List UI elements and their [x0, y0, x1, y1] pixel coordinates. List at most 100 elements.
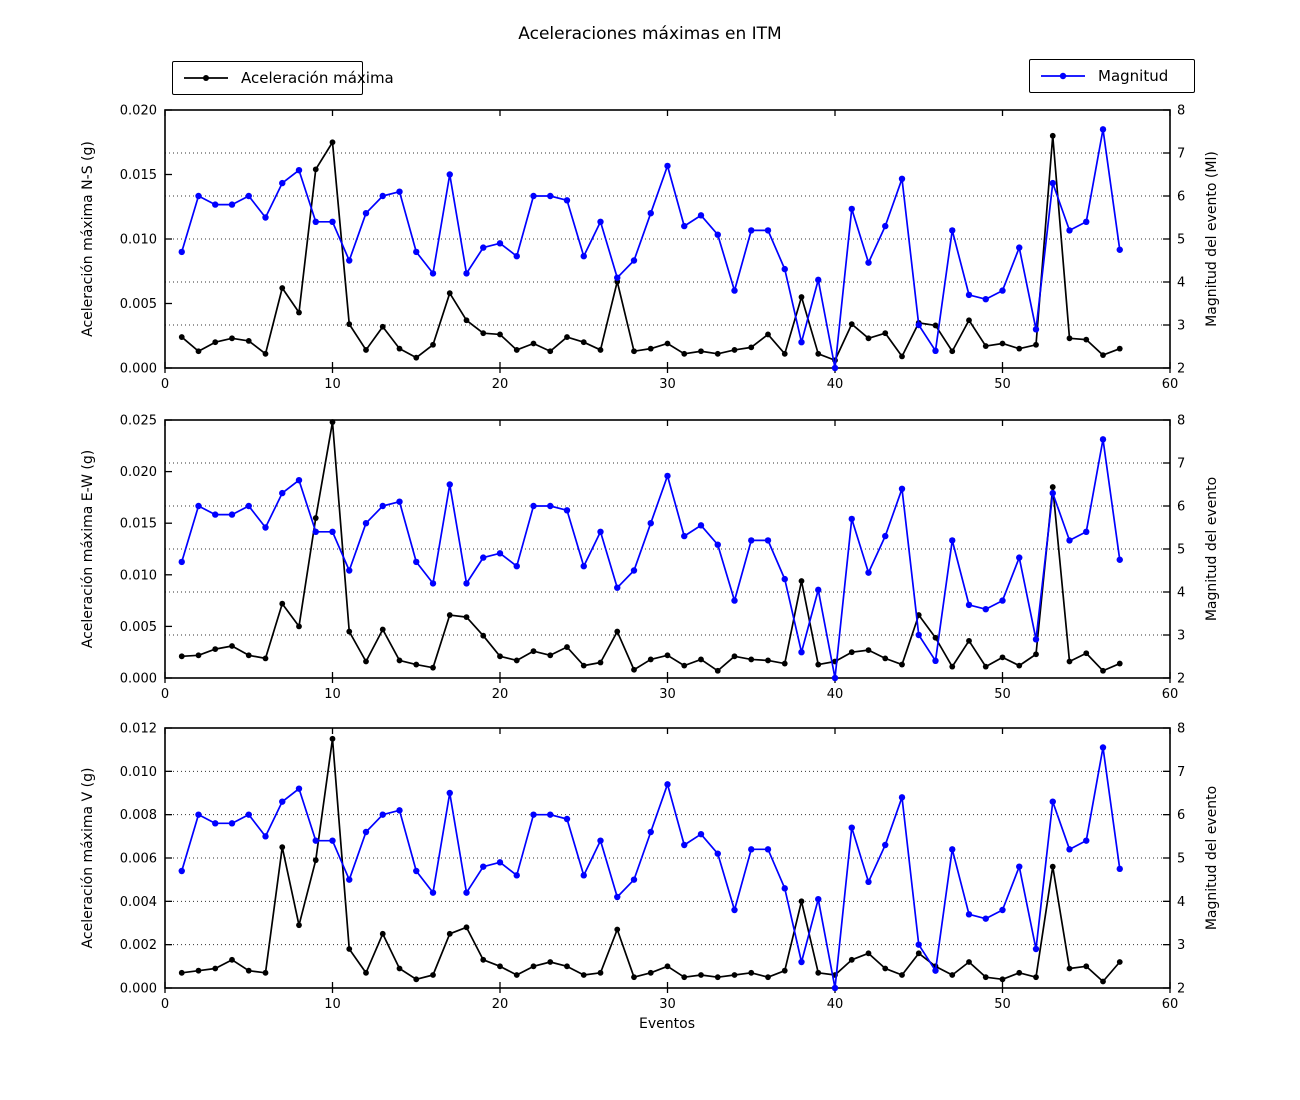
y-tick-label-right: 2	[1177, 982, 1185, 997]
ylabel-ns: Aceleración máxima N-S (g)	[80, 141, 96, 337]
y-tick-label-left: 0.000	[120, 982, 157, 997]
y-tick-label-right: 8	[1177, 722, 1185, 737]
acceleration-line	[181, 134, 1121, 362]
y-tick-label-right: 5	[1177, 233, 1185, 248]
legend-magnitude: Magnitud	[1029, 59, 1195, 93]
x-tick-label: 40	[827, 377, 844, 392]
acceleration-line	[181, 421, 1121, 672]
x-tick-label: 0	[161, 997, 169, 1012]
legend-magnitude-label: Magnitud	[1098, 67, 1169, 85]
x-tick-label: 10	[324, 997, 341, 1012]
subplot-1: 0 10 20 30 40 50 60 0.000 0.005 0.010 0.015 0.020 2 3…	[120, 104, 1186, 393]
y-tick-label-left: 0.025	[120, 414, 157, 429]
x-tick-label: 10	[324, 377, 341, 392]
x-tick-label: 20	[492, 377, 509, 392]
y-tick-label-left: 0.010	[120, 233, 157, 248]
y-tick-label-right: 3	[1177, 629, 1185, 644]
x-tick-label: 60	[1162, 997, 1179, 1012]
magnitude-markers	[178, 436, 1123, 682]
axis-ticks	[164, 419, 1171, 683]
y-tick-label-right: 8	[1177, 104, 1185, 119]
axis-ticks	[164, 109, 1171, 373]
y-tick-label-left: 0.000	[120, 362, 157, 377]
acceleration-markers	[178, 735, 1123, 985]
x-tick-label: 30	[659, 997, 676, 1012]
x-tick-label: 0	[161, 687, 169, 702]
y-tick-label-left: 0.012	[120, 722, 157, 737]
y-tick-label-right: 2	[1177, 672, 1185, 687]
y-tick-label-left: 0.020	[120, 465, 157, 480]
subplot-3: 0 10 20 30 40 50 60 0.000 0.002 0.004 0.006 0.008 0.…	[120, 722, 1186, 1013]
y-tick-label-left: 0.002	[120, 938, 157, 953]
acceleration-markers	[178, 419, 1123, 674]
magnitude-line	[180, 746, 1121, 989]
ylabel-right-v: Magnitud del evento	[1204, 785, 1220, 931]
tick-labels: 0 10 20 30 40 50 60 0.000 0.005 0.010 0.015 0.020 2 3…	[120, 104, 1186, 393]
magnitude-line-sample-icon	[1041, 72, 1085, 80]
y-tick-label-right: 6	[1177, 808, 1185, 823]
x-tick-label: 20	[492, 997, 509, 1012]
x-tick-label: 40	[827, 687, 844, 702]
y-tick-label-left: 0.008	[120, 808, 157, 823]
x-tick-label: 0	[161, 377, 169, 392]
figure-title: Aceleraciones máximas en ITM	[518, 24, 782, 44]
gridlines	[165, 152, 1170, 326]
y-tick-label-right: 4	[1177, 276, 1185, 291]
ylabel-v: Aceleración máxima V (g)	[80, 767, 96, 949]
y-tick-label-right: 6	[1177, 190, 1185, 205]
y-tick-label-right: 7	[1177, 457, 1185, 472]
y-tick-label-left: 0.000	[120, 672, 157, 687]
axis-ticks	[164, 727, 1171, 993]
y-tick-label-right: 8	[1177, 414, 1185, 429]
plot-frame	[164, 419, 1171, 679]
x-tick-label: 50	[994, 997, 1011, 1012]
legend-acceleration: Aceleración máxima	[172, 61, 394, 95]
x-tick-label: 10	[324, 687, 341, 702]
x-axis-label: Eventos	[639, 1016, 695, 1032]
x-tick-label: 20	[492, 687, 509, 702]
y-tick-label-left: 0.010	[120, 765, 157, 780]
y-tick-label-right: 4	[1177, 895, 1185, 910]
acceleration-line	[181, 737, 1121, 983]
legend-acceleration-label: Aceleración máxima	[241, 69, 394, 87]
x-tick-label: 50	[994, 687, 1011, 702]
x-tick-label: 60	[1162, 687, 1179, 702]
magnitude-markers	[178, 744, 1123, 992]
ylabel-ew: Aceleración máxima E-W (g)	[80, 449, 96, 649]
y-tick-label-left: 0.005	[120, 297, 157, 312]
acceleration-markers	[178, 132, 1123, 364]
y-tick-label-left: 0.015	[120, 168, 157, 183]
y-tick-label-left: 0.006	[120, 852, 157, 867]
x-tick-label: 60	[1162, 377, 1179, 392]
y-tick-label-right: 3	[1177, 319, 1185, 334]
subplot-2: 0 10 20 30 40 50 60 0.000 0.005 0.010 0.015 0.020 0.…	[120, 414, 1186, 703]
y-tick-label-right: 7	[1177, 147, 1185, 162]
plot-frame	[164, 109, 1171, 369]
y-tick-label-right: 5	[1177, 543, 1185, 558]
y-tick-label-right: 4	[1177, 586, 1185, 601]
ylabel-right-ns: Magnitud del evento (Ml)	[1204, 151, 1220, 327]
y-tick-label-right: 2	[1177, 362, 1185, 377]
y-tick-label-left: 0.020	[120, 104, 157, 119]
magnitude-markers	[178, 126, 1123, 372]
y-tick-label-left: 0.015	[120, 517, 157, 532]
y-tick-label-right: 7	[1177, 765, 1185, 780]
y-tick-label-left: 0.010	[120, 568, 157, 583]
x-tick-label: 30	[659, 377, 676, 392]
acceleration-line-sample-icon	[184, 75, 228, 81]
gridlines	[165, 462, 1170, 636]
tick-labels: 0 10 20 30 40 50 60 0.000 0.005 0.010 0.015 0.020 0.…	[120, 414, 1186, 703]
y-tick-label-right: 6	[1177, 500, 1185, 515]
magnitude-line	[180, 128, 1121, 369]
x-tick-label: 30	[659, 687, 676, 702]
ylabel-right-ew: Magnitud del evento	[1204, 476, 1220, 622]
y-tick-label-left: 0.005	[120, 620, 157, 635]
tick-labels: 0 10 20 30 40 50 60 0.000 0.002 0.004 0.006 0.008 0.…	[120, 722, 1186, 1013]
y-tick-label-right: 3	[1177, 938, 1185, 953]
y-tick-label-left: 0.004	[120, 895, 157, 910]
x-tick-label: 50	[994, 377, 1011, 392]
y-tick-label-right: 5	[1177, 852, 1185, 867]
x-tick-label: 40	[827, 997, 844, 1012]
